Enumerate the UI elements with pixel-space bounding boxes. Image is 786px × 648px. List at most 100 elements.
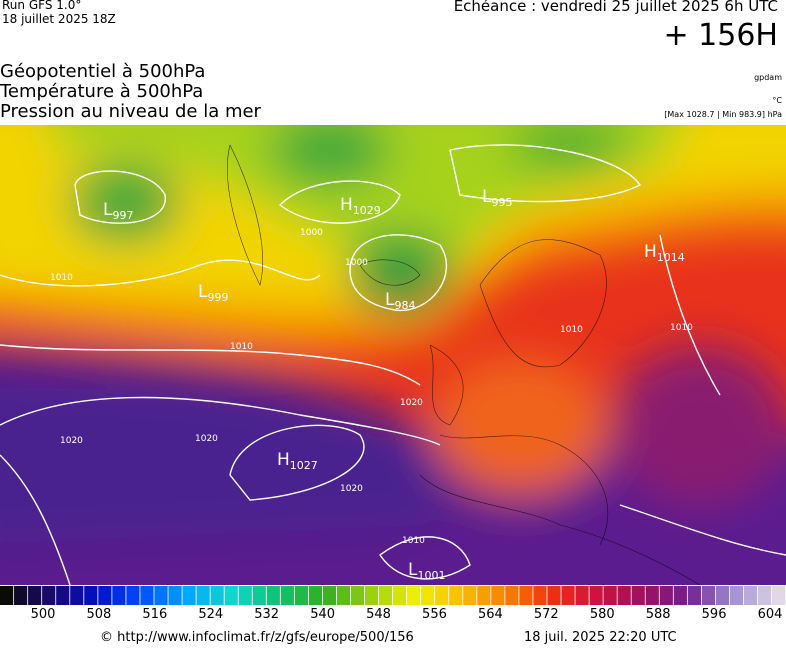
- lead-time: + 156H: [663, 18, 779, 53]
- center-letter: H: [644, 242, 657, 262]
- run-label: Run GFS 1.0°: [2, 0, 82, 12]
- colorbar-swatch: [393, 586, 407, 605]
- colorbar-label: 564: [478, 607, 503, 621]
- isobar-label: 1000: [345, 258, 368, 268]
- colorbar-label: 604: [758, 607, 783, 621]
- colorbar-swatch: [280, 586, 294, 605]
- pressure-center: L1001: [408, 560, 445, 582]
- center-value: 995: [491, 196, 512, 209]
- colorbar-label: 508: [87, 607, 112, 621]
- colorbar-swatch: [715, 586, 730, 605]
- isobar-label: 1010: [560, 325, 583, 335]
- coastlines: [227, 144, 701, 585]
- colorbar-swatch: [238, 586, 252, 605]
- isobar-label: 1020: [340, 484, 363, 494]
- colorbar-swatch: [463, 586, 477, 605]
- colorbar-swatch: [505, 586, 519, 605]
- center-letter: L: [103, 200, 113, 220]
- colorbar-swatch: [308, 586, 323, 605]
- colorbar-swatch: [491, 586, 505, 605]
- colorbar-swatch: [252, 586, 266, 605]
- colorbar-swatch: [533, 586, 547, 605]
- colorbar-swatch: [673, 586, 687, 605]
- colorbar-swatch: [364, 586, 379, 605]
- colorbar-label: 596: [702, 607, 727, 621]
- unit: [Max 1028.7 | Min 983.9] hPa: [664, 110, 782, 119]
- colorbar-swatch: [42, 586, 56, 605]
- colorbar-label: 556: [422, 607, 447, 621]
- isobar-label: 1000: [300, 228, 323, 238]
- colorbar-swatch: [182, 586, 196, 605]
- isobar-label: 1010: [402, 536, 425, 546]
- colorbar-swatch: [126, 586, 140, 605]
- colorbar-swatch: [743, 586, 758, 605]
- colorbar-swatch: [589, 586, 603, 605]
- colorbar-swatch: [407, 586, 421, 605]
- colorbar-swatch: [266, 586, 280, 605]
- pressure-center: L999: [198, 282, 228, 304]
- colorbar-swatch: [477, 586, 491, 605]
- footer-timestamp: 18 juil. 2025 22:20 UTC: [524, 630, 677, 645]
- unit: °C: [772, 96, 782, 105]
- center-letter: L: [198, 282, 208, 302]
- isobar-label: 1010: [50, 273, 73, 283]
- colorbar-swatch: [14, 586, 28, 605]
- colorbar-swatch: [631, 586, 645, 605]
- colorbar-swatch: [617, 586, 631, 605]
- unit: gpdam: [754, 73, 782, 82]
- colorbar-swatch: [771, 586, 786, 605]
- colorbar-swatch: [701, 586, 716, 605]
- colorbar-swatch: [84, 586, 98, 605]
- colorbar-swatch: [56, 586, 70, 605]
- pressure-center: L997: [103, 200, 133, 222]
- colorbar-swatch: [70, 586, 84, 605]
- temperature-field: [0, 125, 786, 585]
- colorbar-swatch: [196, 586, 210, 605]
- colorbar-label: 540: [310, 607, 335, 621]
- colorbar-label: 548: [366, 607, 391, 621]
- colorbar-label: 572: [534, 607, 559, 621]
- center-letter: H: [340, 195, 353, 215]
- center-letter: L: [408, 560, 418, 580]
- pressure-center: L995: [482, 187, 512, 209]
- isobar-label: 1010: [230, 342, 253, 352]
- pressure-center: H1029: [340, 195, 381, 217]
- colorbar-swatch: [112, 586, 126, 605]
- colorbar-swatch: [294, 586, 308, 605]
- isobars: [0, 144, 786, 585]
- colorbar-label: 532: [254, 607, 279, 621]
- colorbar-swatch: [28, 586, 42, 605]
- footer-source: © http://www.infoclimat.fr/z/gfs/europe/…: [100, 630, 414, 645]
- colorbar-swatch: [575, 586, 589, 605]
- center-value: 1027: [290, 459, 318, 472]
- center-value: 984: [394, 299, 415, 312]
- isobar-label: 1020: [195, 434, 218, 444]
- colorbar-swatch: [322, 586, 337, 605]
- field-title: Géopotentiel à 500hPa: [0, 61, 206, 82]
- colorbar-swatch: [729, 586, 744, 605]
- run-date: 18 juillet 2025 18Z: [2, 12, 116, 26]
- colorbar-label: 516: [142, 607, 167, 621]
- colorbar-swatch: [659, 586, 673, 605]
- colorbar-swatch: [603, 586, 617, 605]
- colorbar-label: 524: [198, 607, 223, 621]
- colorbar-swatch: [561, 586, 575, 605]
- colorbar-swatch: [547, 586, 561, 605]
- colorbar-swatch: [210, 586, 224, 605]
- isobar-label: 1020: [400, 398, 423, 408]
- colorbar-swatch: [645, 586, 659, 605]
- colorbar-swatch: [98, 586, 112, 605]
- isobar-label: 1010: [670, 323, 693, 333]
- colorbar-swatch: [519, 586, 533, 605]
- colorbar-swatch: [168, 586, 182, 605]
- colorbar-swatch: [154, 586, 168, 605]
- colorbar-swatch: [350, 586, 365, 605]
- colorbar-swatch: [757, 586, 772, 605]
- colorbar-swatch: [435, 586, 449, 605]
- colorbar-swatch: [449, 586, 463, 605]
- center-value: 1029: [353, 204, 381, 217]
- isobar-label: 1020: [60, 436, 83, 446]
- colorbar-label: 588: [646, 607, 671, 621]
